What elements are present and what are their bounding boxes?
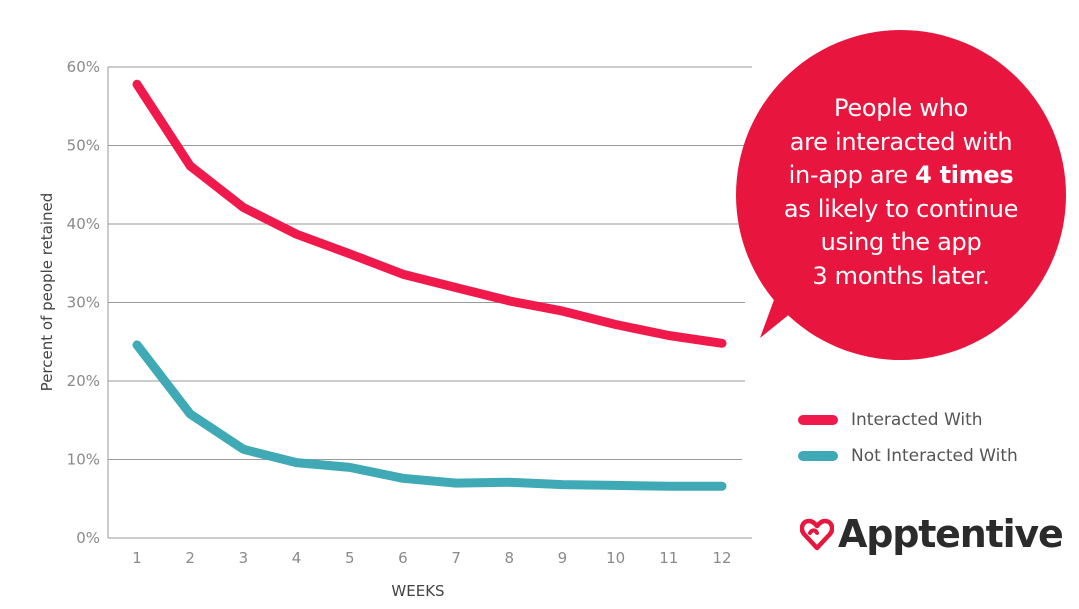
y-tick-label: 40% <box>67 215 100 233</box>
callout-emphasis: 4 times <box>915 161 1014 189</box>
legend-item-not-interacted: Not Interacted With <box>798 438 1018 474</box>
grid-lines <box>108 66 752 460</box>
legend-item-interacted: Interacted With <box>798 402 1018 438</box>
y-tick-label: 60% <box>67 58 100 76</box>
y-axis-title: Percent of people retained <box>38 193 56 392</box>
x-axis-title: WEEKS <box>391 582 444 600</box>
callout-text: People who are interacted with in-app ar… <box>760 92 1042 293</box>
apptentive-logo: Apptentive <box>800 512 1064 556</box>
x-tick-labels: 1 2 3 4 5 6 7 8 9 10 11 12 <box>132 549 731 567</box>
series-line-interacted <box>132 79 727 348</box>
legend: Interacted With Not Interacted With <box>798 402 1018 474</box>
callout-line: using the app <box>820 228 982 256</box>
legend-swatch <box>798 415 838 425</box>
legend-label: Not Interacted With <box>851 446 1018 466</box>
y-tick-labels: 0% 10% 20% 30% 40% 50% 60% <box>67 58 100 547</box>
x-tick-label: 1 <box>132 549 142 567</box>
callout-line: in-app are 4 times <box>760 159 1042 193</box>
callout-line: People who <box>834 94 968 122</box>
callout-line: as likely to continue <box>783 194 1019 223</box>
series-lines <box>132 79 727 491</box>
x-tick-label: 4 <box>292 549 302 567</box>
callout-line-prefix: in-app are <box>788 161 916 189</box>
series-line-not-interacted <box>132 340 727 491</box>
y-tick-label: 0% <box>76 529 100 547</box>
x-tick-label: 6 <box>398 549 408 567</box>
x-tick-label: 12 <box>712 549 731 567</box>
x-tick-label: 8 <box>504 549 514 567</box>
legend-label: Interacted With <box>851 410 983 430</box>
x-tick-label: 10 <box>606 549 625 567</box>
y-tick-label: 20% <box>67 372 100 390</box>
legend-swatch <box>798 451 838 461</box>
y-tick-label: 30% <box>67 294 100 312</box>
x-tick-label: 5 <box>345 549 355 567</box>
axes <box>107 67 752 539</box>
heart-logo-icon <box>800 518 834 551</box>
y-tick-label: 10% <box>67 451 100 469</box>
callout-line: are interacted with <box>789 127 1013 156</box>
callout-bubble <box>736 30 1066 360</box>
callout-line: 3 months later. <box>812 261 990 290</box>
x-tick-label: 7 <box>451 549 461 567</box>
logo-wordmark: Apptentive <box>838 512 1064 556</box>
x-tick-label: 9 <box>558 549 568 567</box>
x-tick-label: 11 <box>659 549 678 567</box>
y-tick-label: 50% <box>67 137 100 155</box>
x-tick-label: 3 <box>239 549 249 567</box>
x-tick-label: 2 <box>185 549 195 567</box>
